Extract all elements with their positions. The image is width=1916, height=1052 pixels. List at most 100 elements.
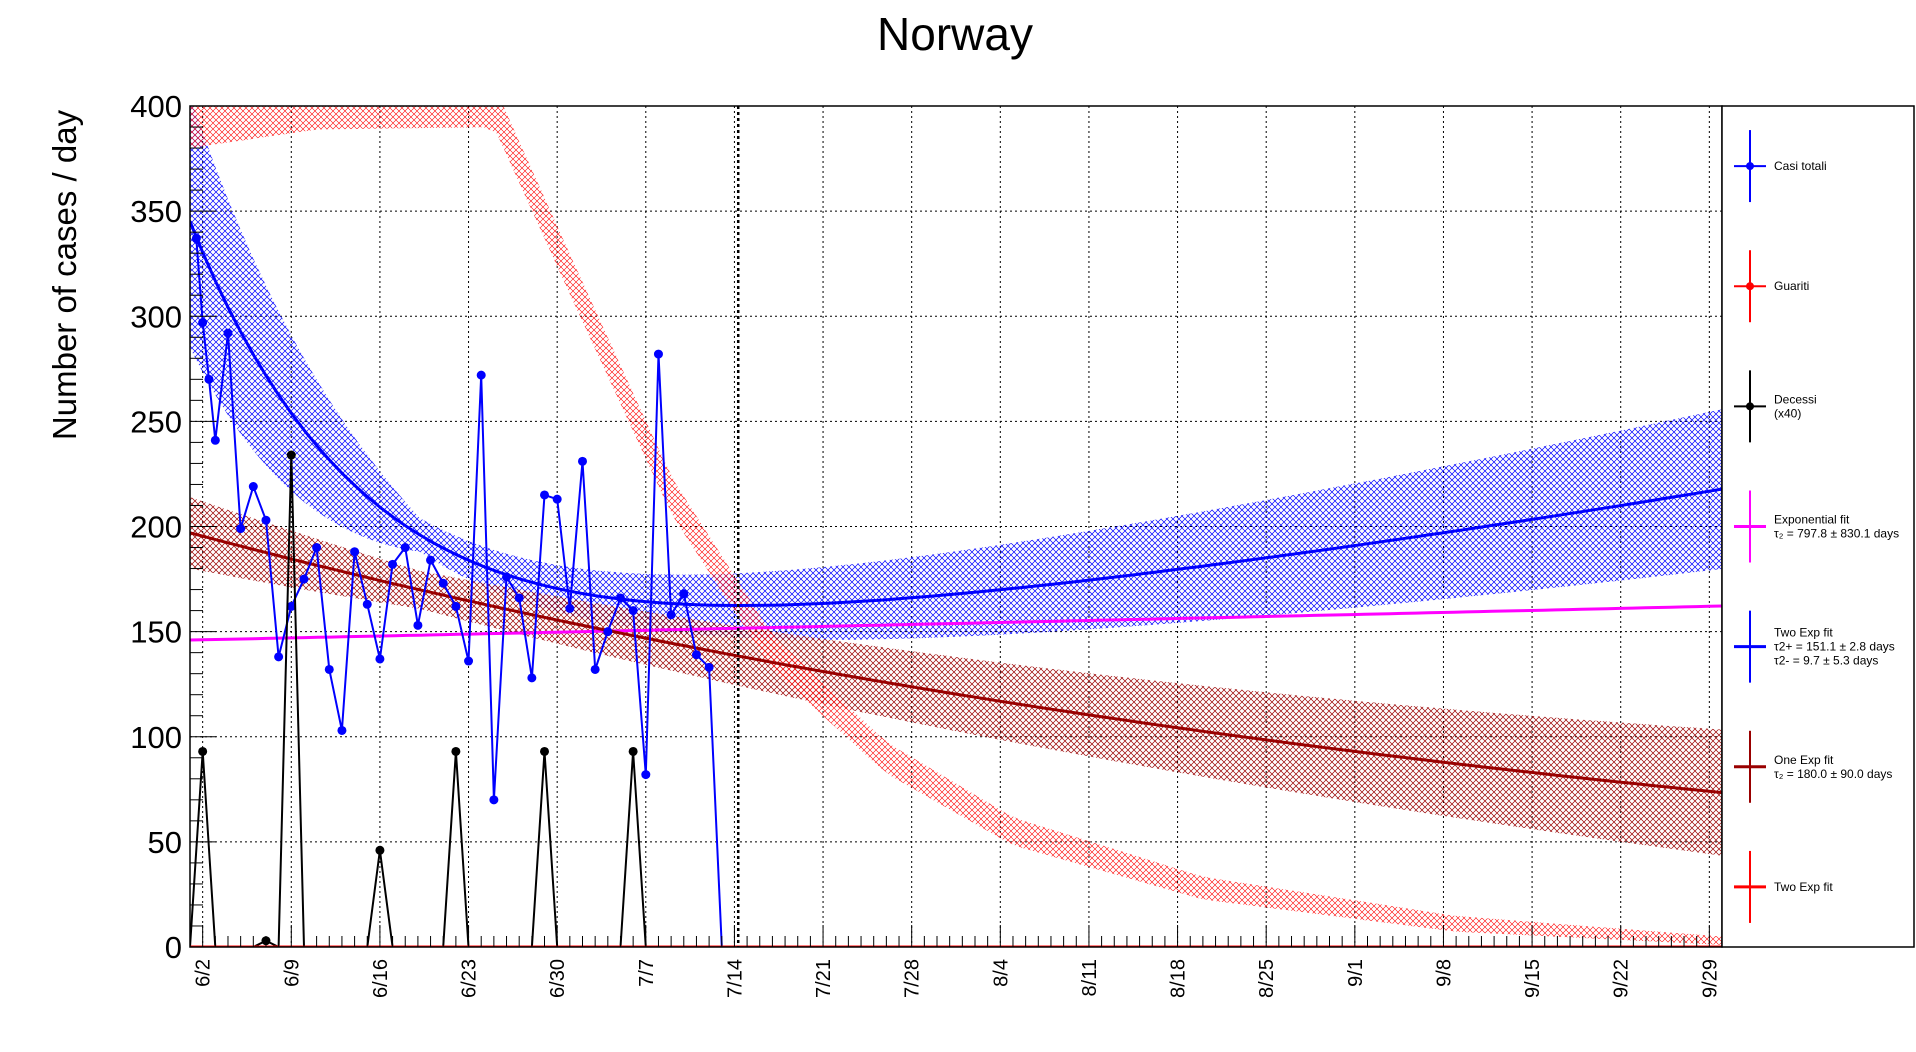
fit-lines [190, 221, 1722, 795]
x-tick-label: 6/30 [547, 959, 569, 998]
x-tick-label: 9/29 [1699, 959, 1721, 998]
data-point [615, 593, 625, 603]
data-point [350, 547, 360, 557]
data-point [312, 543, 322, 553]
data-point [438, 578, 448, 588]
legend-label: Two Exp fit [1774, 626, 1833, 640]
legend-label: τ₂ = 797.8 ± 830.1 days [1774, 527, 1899, 541]
data-point [191, 233, 201, 243]
data-point [337, 725, 347, 735]
data-point [261, 515, 271, 525]
data-point [691, 650, 701, 660]
data-point [274, 652, 284, 662]
x-tick-label: 8/11 [1079, 959, 1101, 996]
fit-line [190, 604, 1722, 642]
data-point [540, 746, 550, 756]
fit-bands [190, 106, 1722, 945]
data-point [590, 664, 600, 674]
x-tick-label: 6/23 [459, 959, 481, 998]
data-point [375, 654, 385, 664]
x-tick-label: 8/4 [990, 959, 1012, 987]
data-point [577, 456, 587, 466]
series-line [195, 238, 739, 947]
legend-label: τ2+ = 151.1 ± 2.8 days [1774, 640, 1895, 654]
data-point [198, 318, 208, 328]
fit-band [190, 106, 1722, 640]
x-tick-label: 7/28 [902, 959, 924, 998]
data-point [666, 610, 676, 620]
x-tick-label: 9/22 [1611, 959, 1633, 998]
data-point [223, 328, 233, 338]
legend-label: (x40) [1774, 406, 1801, 420]
y-tick-label: 0 [165, 930, 182, 965]
legend-marker [1746, 282, 1754, 291]
fit-line [190, 221, 1722, 608]
y-tick-label: 300 [130, 299, 182, 334]
x-tick-label: 6/16 [370, 959, 392, 998]
data-point [628, 746, 638, 756]
data-point [286, 601, 296, 611]
legend-marker [1746, 162, 1754, 171]
data-point [362, 599, 372, 609]
data-point [324, 664, 334, 674]
y-axis-label: Number of cases / day [46, 109, 83, 440]
data-point [464, 656, 474, 666]
y-tick-labels: 0 50 100 150 200 250 300 350 400 [130, 89, 182, 965]
legend-marker [1746, 402, 1754, 411]
legend-label: Exponential fit [1774, 513, 1850, 527]
data-point [565, 603, 575, 613]
legend-label: Guariti [1774, 279, 1809, 293]
data-point [413, 620, 423, 630]
data-point [388, 559, 398, 569]
x-tick-label: 7/7 [636, 959, 658, 987]
legend-label: Two Exp fit [1774, 880, 1833, 894]
data-point [641, 770, 651, 780]
data-point [628, 606, 638, 616]
legend: Casi totali Guariti Decessi(x40) Exponentia… [1721, 105, 1915, 948]
y-tick-label: 50 [148, 825, 182, 860]
data-point [514, 593, 524, 603]
data-point [248, 482, 258, 492]
data-point [489, 795, 499, 805]
fit-line [190, 531, 1722, 795]
y-tick-label: 200 [130, 510, 182, 545]
y-tick-label: 350 [130, 194, 182, 229]
data-point [426, 555, 436, 565]
x-tick-label: 6/9 [281, 959, 303, 987]
legend-entry: Guariti [1734, 250, 1809, 323]
data-point [210, 435, 220, 445]
y-tick-label: 100 [130, 720, 182, 755]
legend-label: τ2- = 9.7 ± 5.3 days [1774, 654, 1878, 668]
data-point [198, 746, 208, 756]
x-tick-label: 8/25 [1256, 959, 1278, 998]
x-tick-label: 8/18 [1168, 959, 1190, 998]
x-tick-label: 6/2 [193, 959, 215, 987]
legend-entry: Two Exp fit [1734, 850, 1833, 923]
chart-title: Norway [877, 8, 1033, 60]
x-tick-label: 9/1 [1345, 959, 1367, 987]
data-point [527, 673, 537, 683]
data-point [375, 845, 385, 855]
data-point [552, 494, 562, 504]
data-point [653, 349, 663, 359]
data-point [400, 543, 410, 553]
fit-band [190, 497, 1722, 856]
data-point [451, 601, 461, 611]
data-point [204, 374, 214, 384]
legend-label: Decessi [1774, 392, 1817, 406]
x-tick-label: 7/14 [724, 959, 746, 998]
legend-entry: Casi totali [1734, 130, 1827, 203]
data-point [299, 574, 309, 584]
data-point [603, 627, 613, 637]
y-tick-label: 250 [130, 404, 182, 439]
data-point [502, 572, 512, 582]
data-point [540, 490, 550, 500]
data-point [704, 662, 714, 672]
data-point [236, 524, 246, 534]
x-tick-labels: 6/2 6/9 6/16 6/23 6/30 7/7 7/14 7/21 7/28 8/4 8/11… [193, 959, 1722, 998]
legend-label: One Exp fit [1774, 753, 1834, 767]
